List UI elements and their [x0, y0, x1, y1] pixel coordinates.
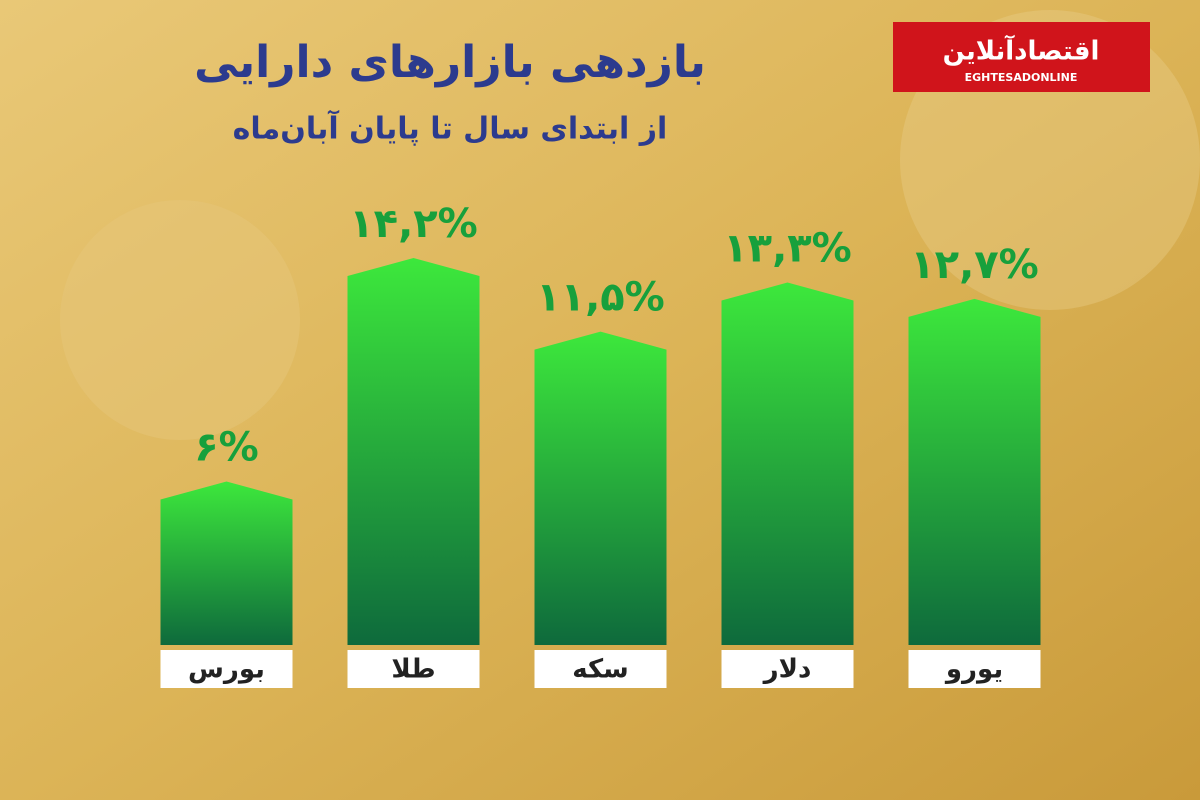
- value-label: ۱۴,۲%: [349, 201, 478, 247]
- chart-subtitle: از ابتدای سال تا پایان آبان‌ماه: [233, 110, 668, 147]
- logo-latin: EGHTESADONLINE: [965, 71, 1078, 84]
- value-label: ۱۳,۳%: [723, 226, 852, 272]
- bar: [908, 298, 1041, 645]
- category-box: [347, 650, 480, 688]
- category-box: [160, 650, 293, 688]
- category-box: [908, 650, 1041, 688]
- x-tick-label: یورو: [944, 655, 1003, 685]
- bar: [160, 481, 293, 645]
- decor: [60, 200, 300, 440]
- bar: [721, 282, 854, 645]
- category-box: [721, 650, 854, 688]
- x-tick-label: طلا: [391, 655, 435, 685]
- value-label: ۶%: [194, 424, 259, 470]
- chart-title: بازدهی بازارهای دارایی: [194, 37, 706, 88]
- value-label: ۱۲,۷%: [910, 242, 1039, 288]
- logo-text: اقتصادآنلاین: [943, 35, 1100, 67]
- value-label: ۱۱,۵%: [536, 275, 665, 321]
- x-tick-label: سکه: [572, 655, 628, 685]
- logo-box: [893, 22, 1150, 92]
- x-tick-label: دلار: [762, 655, 812, 685]
- category-box: [534, 650, 667, 688]
- x-tick-label: بورس: [188, 655, 265, 685]
- bar: [347, 258, 480, 645]
- bar: [534, 331, 667, 645]
